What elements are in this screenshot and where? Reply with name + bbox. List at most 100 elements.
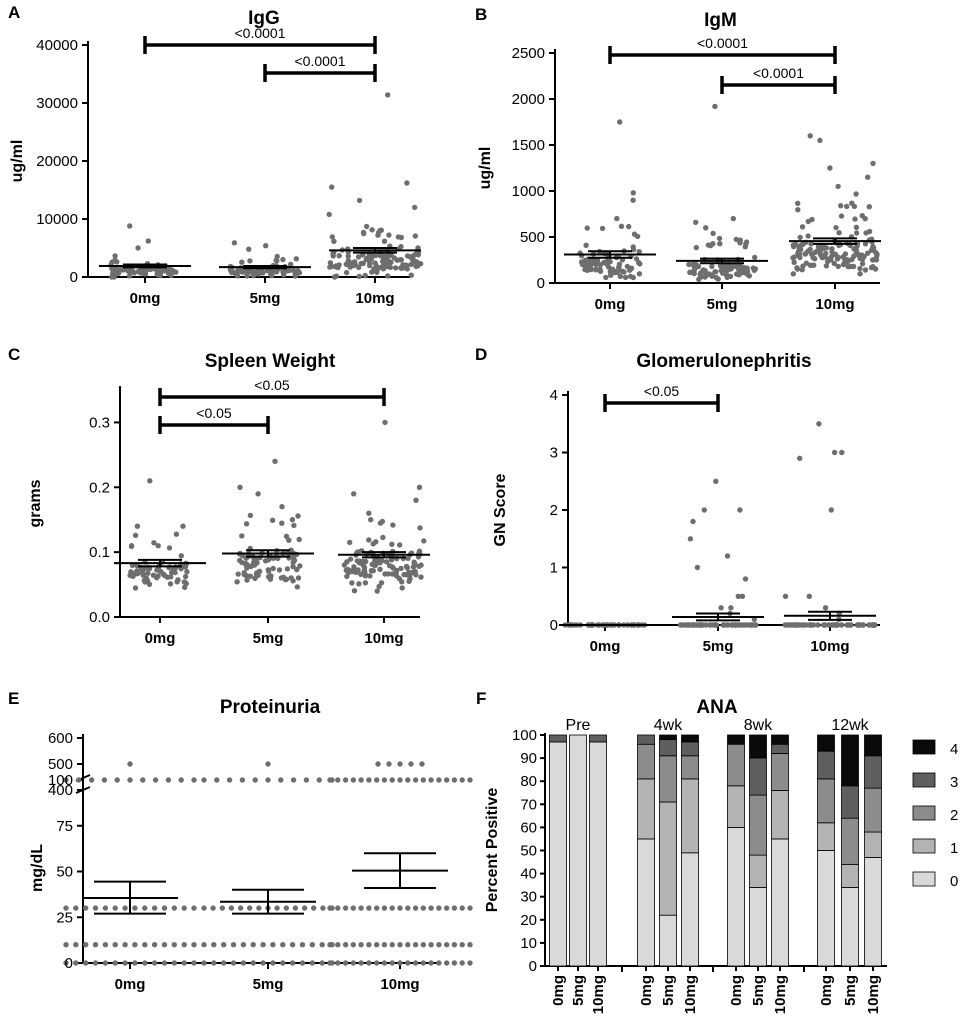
p-value-label: <0.0001 — [697, 35, 748, 51]
data-point — [242, 560, 248, 567]
data-point — [273, 268, 280, 274]
data-point — [636, 271, 643, 277]
data-point — [436, 960, 442, 966]
data-point — [247, 258, 253, 264]
data-point — [412, 942, 419, 948]
data-point — [376, 583, 382, 590]
y-tick-label: 90 — [520, 750, 537, 767]
chart-title: Glomerulonephritis — [636, 351, 811, 372]
data-point — [619, 268, 626, 274]
data-point — [406, 573, 413, 579]
bar-segment-0 — [637, 838, 655, 967]
x-tick-label: 0mg — [728, 975, 745, 1006]
data-point — [737, 240, 743, 246]
data-point — [155, 573, 161, 579]
data-point — [178, 553, 184, 559]
data-point — [295, 575, 302, 581]
y-tick-label: 60 — [520, 819, 537, 836]
data-point — [420, 905, 426, 911]
data-point — [378, 227, 384, 233]
data-point — [685, 622, 692, 628]
data-point — [145, 570, 151, 576]
data-point — [398, 234, 404, 241]
p-value-label: <0.0001 — [235, 25, 286, 41]
data-point — [451, 942, 458, 948]
data-point — [741, 622, 747, 628]
p-value-label: <0.0001 — [753, 65, 804, 81]
y-axis-title: ug/ml — [9, 140, 26, 183]
data-point — [260, 960, 266, 966]
bar-segment-4 — [749, 734, 767, 759]
data-point — [831, 449, 838, 456]
data-point — [112, 905, 118, 911]
data-point — [863, 230, 869, 236]
data-point — [252, 777, 258, 783]
data-point — [582, 262, 589, 268]
data-point — [705, 242, 712, 248]
data-point — [299, 942, 306, 948]
data-point — [360, 229, 367, 236]
data-point — [345, 253, 351, 259]
data-point — [319, 960, 325, 966]
data-point — [181, 942, 187, 948]
data-point — [73, 905, 79, 911]
data-point — [835, 254, 841, 260]
data-point — [335, 960, 341, 966]
data-point — [161, 905, 168, 911]
data-point — [704, 272, 710, 278]
data-point — [397, 777, 403, 783]
data-point — [221, 960, 227, 966]
y-tick-label: 20000 — [36, 153, 78, 170]
data-point — [132, 942, 138, 948]
group-label: 8wk — [744, 717, 773, 734]
data-point — [180, 523, 186, 529]
data-point — [405, 777, 411, 783]
bar-segment-0 — [569, 734, 587, 967]
data-point — [799, 224, 806, 230]
data-point — [128, 267, 134, 273]
data-point — [165, 267, 172, 273]
data-point — [132, 532, 139, 538]
panel-B — [549, 46, 881, 289]
data-point — [627, 267, 633, 273]
data-point — [309, 942, 315, 948]
data-point — [387, 264, 393, 271]
data-point — [290, 777, 297, 783]
data-point — [171, 960, 177, 966]
data-point — [331, 238, 337, 244]
data-point — [869, 622, 876, 628]
data-point — [860, 622, 866, 628]
data-point — [330, 253, 336, 259]
data-point — [389, 777, 395, 783]
data-point — [416, 563, 422, 570]
legend-label: 0 — [950, 873, 958, 890]
data-point — [269, 272, 275, 279]
data-point — [211, 960, 217, 966]
data-point — [122, 942, 128, 948]
chart-title: IgM — [704, 10, 737, 31]
data-point — [358, 905, 364, 911]
data-point — [630, 197, 636, 203]
data-point — [226, 777, 233, 783]
data-point — [278, 575, 285, 581]
data-point — [808, 622, 814, 628]
data-point — [289, 942, 296, 948]
bar-segment-3 — [841, 785, 859, 819]
data-point — [722, 265, 728, 271]
data-point — [126, 273, 133, 279]
data-point — [150, 572, 157, 578]
y-tick-label: 500 — [520, 229, 545, 246]
data-point — [331, 274, 338, 280]
data-point — [712, 269, 718, 275]
data-point — [132, 905, 138, 911]
data-point — [363, 223, 370, 230]
y-tick-label: 30000 — [36, 95, 78, 112]
data-point — [601, 259, 607, 266]
data-point — [713, 478, 719, 484]
data-point — [444, 942, 450, 948]
y-tick-label: 80 — [520, 773, 537, 790]
data-point — [405, 960, 411, 966]
data-point — [797, 455, 803, 461]
bar-segment-0 — [841, 887, 859, 967]
data-point — [412, 960, 419, 966]
